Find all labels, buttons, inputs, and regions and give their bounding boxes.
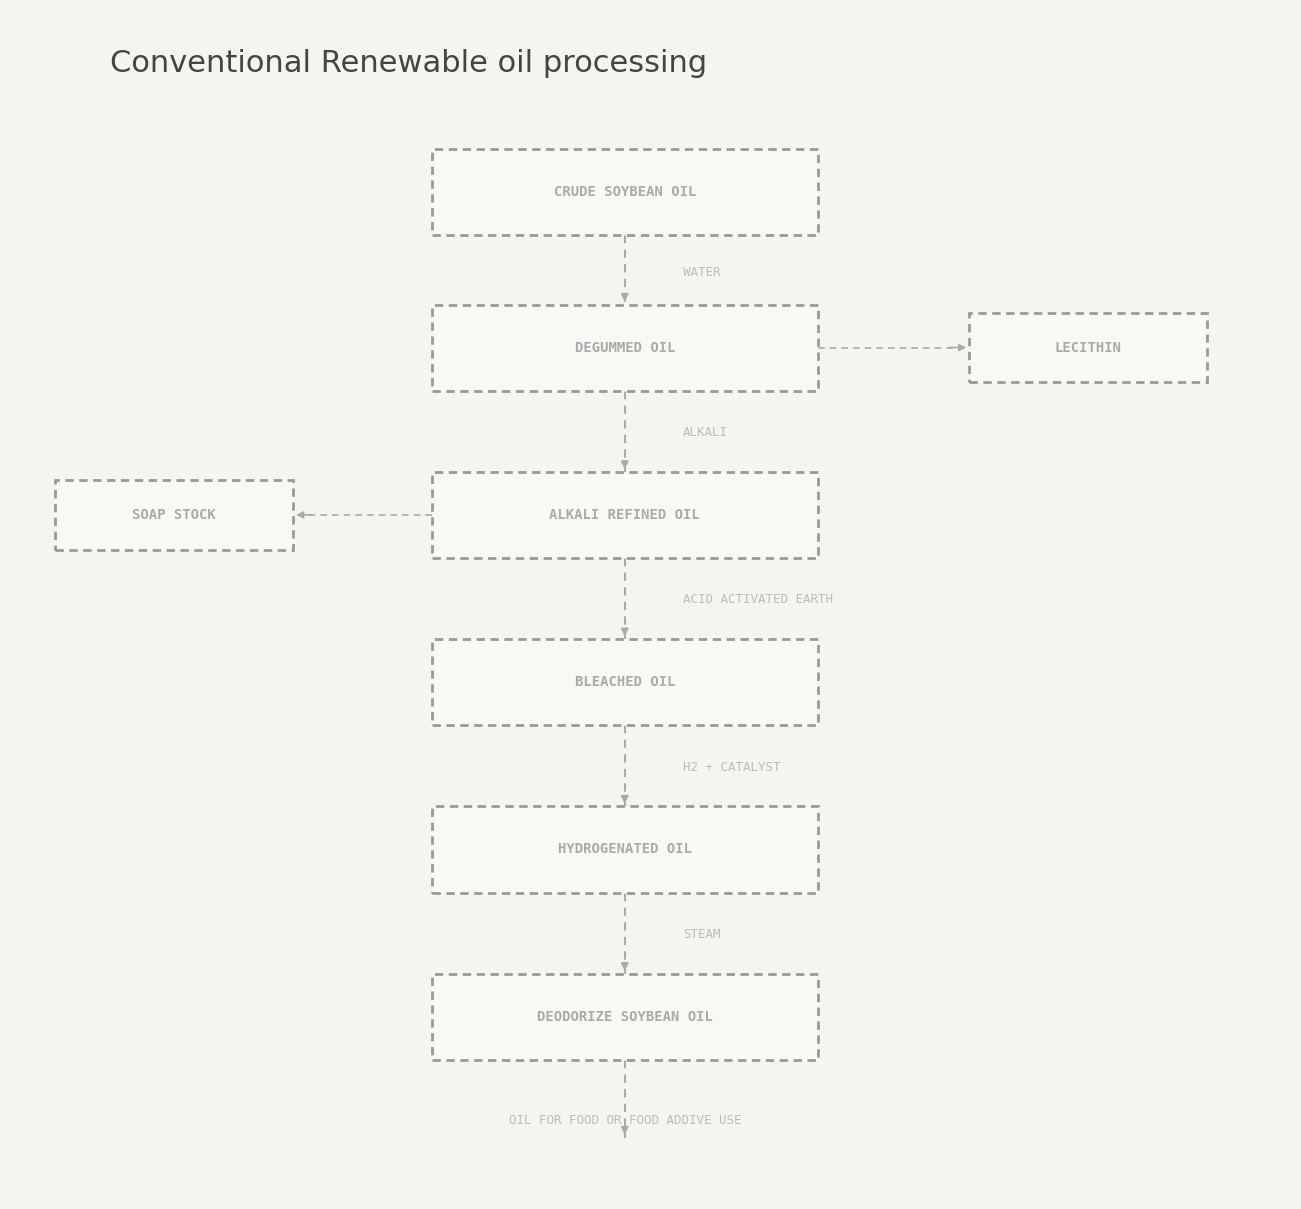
Text: HYDROGENATED OIL: HYDROGENATED OIL — [558, 843, 692, 856]
Bar — [432, 806, 818, 892]
Bar — [432, 149, 818, 236]
Text: STEAM: STEAM — [683, 927, 721, 941]
Text: SOAP STOCK: SOAP STOCK — [133, 508, 216, 522]
Text: ACID ACTIVATED EARTH: ACID ACTIVATED EARTH — [683, 594, 833, 606]
Text: ALKALI: ALKALI — [683, 426, 727, 439]
Text: DEODORIZE SOYBEAN OIL: DEODORIZE SOYBEAN OIL — [537, 1010, 713, 1024]
Text: CRUDE SOYBEAN OIL: CRUDE SOYBEAN OIL — [553, 185, 696, 199]
Bar — [969, 313, 1207, 382]
Text: BLEACHED OIL: BLEACHED OIL — [575, 675, 675, 689]
Text: H2 + CATALYST: H2 + CATALYST — [683, 760, 781, 774]
Bar — [432, 973, 818, 1060]
Text: Conventional Renewable oil processing: Conventional Renewable oil processing — [109, 48, 706, 77]
Text: WATER: WATER — [683, 266, 721, 279]
Text: DEGUMMED OIL: DEGUMMED OIL — [575, 341, 675, 354]
Text: OIL FOR FOOD OR FOOD ADDIVE USE: OIL FOR FOOD OR FOOD ADDIVE USE — [509, 1115, 742, 1127]
Text: ALKALI REFINED OIL: ALKALI REFINED OIL — [549, 508, 700, 522]
Bar — [55, 480, 293, 550]
Bar — [432, 472, 818, 557]
Bar — [432, 640, 818, 725]
Text: LECITHIN: LECITHIN — [1055, 341, 1121, 354]
Bar — [432, 305, 818, 391]
